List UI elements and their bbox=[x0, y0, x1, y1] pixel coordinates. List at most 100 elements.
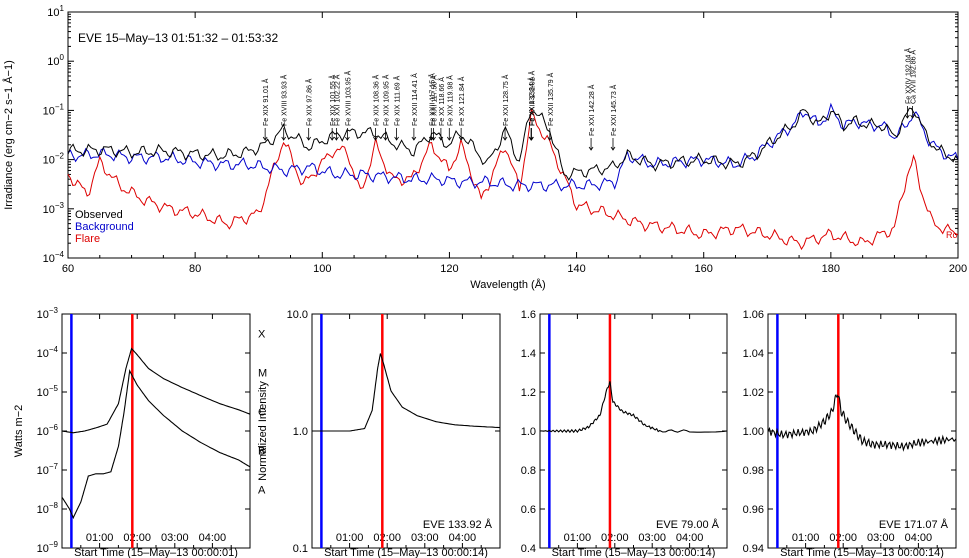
time-panel-2: 01:00 02:00 03:00 04:00 Start Time (15–May–1… bbox=[257, 309, 501, 558]
time-y-label: Watts m−2 bbox=[13, 405, 25, 457]
spectrum-series-background bbox=[67, 102, 959, 193]
time-y-tick-label: 10.0 bbox=[287, 309, 308, 321]
time-x-tick-label: 04:00 bbox=[449, 532, 477, 544]
spectrum-annotation-arrowhead bbox=[383, 136, 388, 141]
spectrum-annotation-arrowhead bbox=[528, 136, 534, 141]
spectrum-annotation-label: Fe XVIII 103.95 Å bbox=[343, 70, 352, 126]
spectrum-annotation-arrowhead bbox=[281, 136, 287, 141]
spectrum-annotation-arrowhead bbox=[334, 136, 339, 141]
spectrum-x-tick-label: 60 bbox=[62, 263, 74, 275]
spectrum-annotation-label: Fe XXI 145.73 Å bbox=[609, 84, 618, 136]
spectrum-annotation: Ca XVII 192.86 Å bbox=[909, 50, 918, 119]
time-panel-1: 01:00 02:00 03:00 04:00 Start Time (15–May–1… bbox=[13, 306, 267, 558]
spectrum-annotation: Fe XIX 101.55 Å bbox=[328, 74, 337, 141]
time-series-line bbox=[312, 353, 501, 432]
spectrum-annotation: Fe XIX 119.98 Å bbox=[445, 75, 454, 141]
time-panel-label: EVE 133.92 Å bbox=[423, 518, 493, 531]
spectrum-y-tick-label: 100 bbox=[47, 53, 64, 68]
time-y-tick-label: 0.4 bbox=[521, 543, 536, 555]
spectrum-annotation-label: Fe XIX 101.55 Å bbox=[328, 74, 337, 126]
spectrum-annotation-arrowhead bbox=[345, 136, 350, 141]
spectrum-annotation-label: Fe XIX 119.98 Å bbox=[445, 75, 454, 126]
spectrum-annotation-arrowhead bbox=[446, 136, 452, 141]
time-y-label: Normalized Intensity bbox=[257, 381, 269, 481]
time-y-tick-label: 1.0 bbox=[521, 426, 536, 438]
spectrum-x-tick-label: 160 bbox=[695, 263, 713, 275]
spectrum-annotation-label: Fe XXI 128.75 Å bbox=[501, 74, 510, 126]
spectrum-frame bbox=[67, 11, 959, 259]
spectrum-annotation-arrowhead bbox=[547, 136, 553, 141]
spectrum-annotation-label: Fe XIX 111.69 Å bbox=[393, 75, 402, 126]
spectrum-annotation: Fe XXI 117.50 Å bbox=[430, 75, 439, 141]
time-y-tick-label: 10−5 bbox=[37, 384, 59, 399]
spectrum-y-tick-label: 10−3 bbox=[43, 201, 65, 216]
spectrum-annotation-label: Fe XXI 117.50 Å bbox=[430, 75, 439, 126]
spectrum-annotation: Fe XXI 102.22 Å bbox=[332, 74, 341, 141]
time-series-line bbox=[61, 368, 251, 520]
spectrum-x-tick-label: 200 bbox=[949, 263, 967, 275]
flare-class-label: X bbox=[258, 329, 266, 341]
time-x-tick-label: 01:00 bbox=[792, 532, 820, 544]
spectrum-annotation-label: Fe XX 118.66 Å bbox=[437, 77, 446, 126]
spectrum-annotation: Fe XX 132.84 Å bbox=[527, 76, 536, 141]
spectrum-axes: 60 80 100 120 140 160 180 200 10−4 10−3 10−2 10−1 10… bbox=[43, 4, 968, 275]
spectrum-x-label: Wavelength (Å) bbox=[470, 278, 545, 291]
spectrum-annotation-label: Fe XIX 97.86 Å bbox=[305, 78, 314, 126]
spectrum-y-label: Irradiance (erg cm−2 s−1 Å−1) bbox=[2, 60, 15, 210]
spectrum-annotation-label: Fe XX 132.84 Å bbox=[527, 76, 536, 126]
spectrum-annotation-label: Fe XXI 142.28 Å bbox=[587, 84, 596, 136]
time-x-tick-label: 04:00 bbox=[676, 532, 704, 544]
time-panel-frame bbox=[539, 313, 728, 549]
time-y-tick-label: 1.04 bbox=[743, 348, 764, 360]
time-y-tick-label: 1.02 bbox=[743, 387, 764, 399]
spectrum-annotation: Fe XIX 111.69 Å bbox=[393, 75, 402, 141]
time-y-tick-label: 1.2 bbox=[521, 387, 536, 399]
spectrum-annotation-arrowhead bbox=[262, 136, 268, 141]
spectrum-annotation: Fe XXII 114.41 Å bbox=[410, 73, 419, 141]
time-y-tick-label: 0.1 bbox=[293, 543, 308, 555]
flare-class-label: C bbox=[258, 407, 266, 419]
spectrum-y-tick-label: 10−1 bbox=[43, 102, 65, 117]
spectrum-annotation: Fe XXI 145.73 Å bbox=[609, 84, 618, 151]
spectrum-annotation: Fe XXII 135.79 Å bbox=[546, 72, 555, 141]
time-y-tick-label: 10−8 bbox=[37, 501, 59, 516]
time-x-tick-label: 04:00 bbox=[199, 532, 227, 544]
spectrum-annotation: Fe XIX 109.95 Å bbox=[382, 74, 391, 141]
flare-class-label: B bbox=[258, 446, 265, 458]
time-x-tick-label: 01:00 bbox=[336, 532, 364, 544]
spectrum-annotation: Fe XXI 128.75 Å bbox=[501, 74, 510, 141]
spectrum-title: EVE 15–May–13 01:51:32 – 01:53:32 bbox=[78, 31, 278, 45]
spectrum-annotation-arrowhead bbox=[431, 136, 436, 141]
spectrum-annotation-label: Fe XIX 108.36 Å bbox=[371, 74, 380, 126]
spectrum-y-tick-label: 10−4 bbox=[43, 250, 65, 265]
time-panel-label: EVE 171.07 Å bbox=[879, 518, 949, 531]
flare-class-label: A bbox=[258, 485, 266, 497]
spectrum-annotation-arrowhead bbox=[306, 136, 312, 141]
spectrum-y-tick-label: 101 bbox=[47, 4, 64, 19]
spectrum-annotation-arrowhead bbox=[905, 114, 910, 119]
time-x-label: Start Time (15–May–13 00:00:01) bbox=[74, 547, 238, 558]
time-x-tick-label: 02:00 bbox=[123, 532, 151, 544]
time-x-tick-label: 01:00 bbox=[86, 532, 114, 544]
time-series-line bbox=[61, 347, 251, 434]
time-x-tick-label: 02:00 bbox=[829, 532, 857, 544]
spectrum-annotation-arrowhead bbox=[610, 146, 616, 151]
spectrum-annotation-arrowhead bbox=[910, 114, 915, 119]
time-x-label: Start Time (15–May–13 00:00:14) bbox=[552, 547, 716, 558]
time-y-tick-label: 10−4 bbox=[37, 345, 59, 360]
spectrum-annotation-arrowhead bbox=[394, 136, 399, 141]
spectrum-annotation: Fe XVIII 93.93 Å bbox=[280, 74, 289, 141]
time-y-tick-label: 0.94 bbox=[743, 543, 764, 555]
legend-observed: Observed bbox=[75, 209, 123, 221]
time-x-tick-label: 03:00 bbox=[411, 532, 439, 544]
time-y-tick-label: 0.96 bbox=[743, 504, 764, 516]
flare-class-label: M bbox=[258, 368, 267, 380]
time-y-tick-label: 10−6 bbox=[37, 423, 59, 438]
legend-background: Background bbox=[75, 221, 134, 233]
spectrum-annotation-label: Ca XVII 192.86 Å bbox=[909, 50, 918, 104]
spectrum-x-tick-label: 120 bbox=[440, 263, 458, 275]
time-y-tick-label: 0.6 bbox=[521, 504, 536, 516]
time-x-tick-label: 02:00 bbox=[373, 532, 401, 544]
spectrum-annotation: Fe XIX 91.01 Å bbox=[261, 78, 270, 141]
